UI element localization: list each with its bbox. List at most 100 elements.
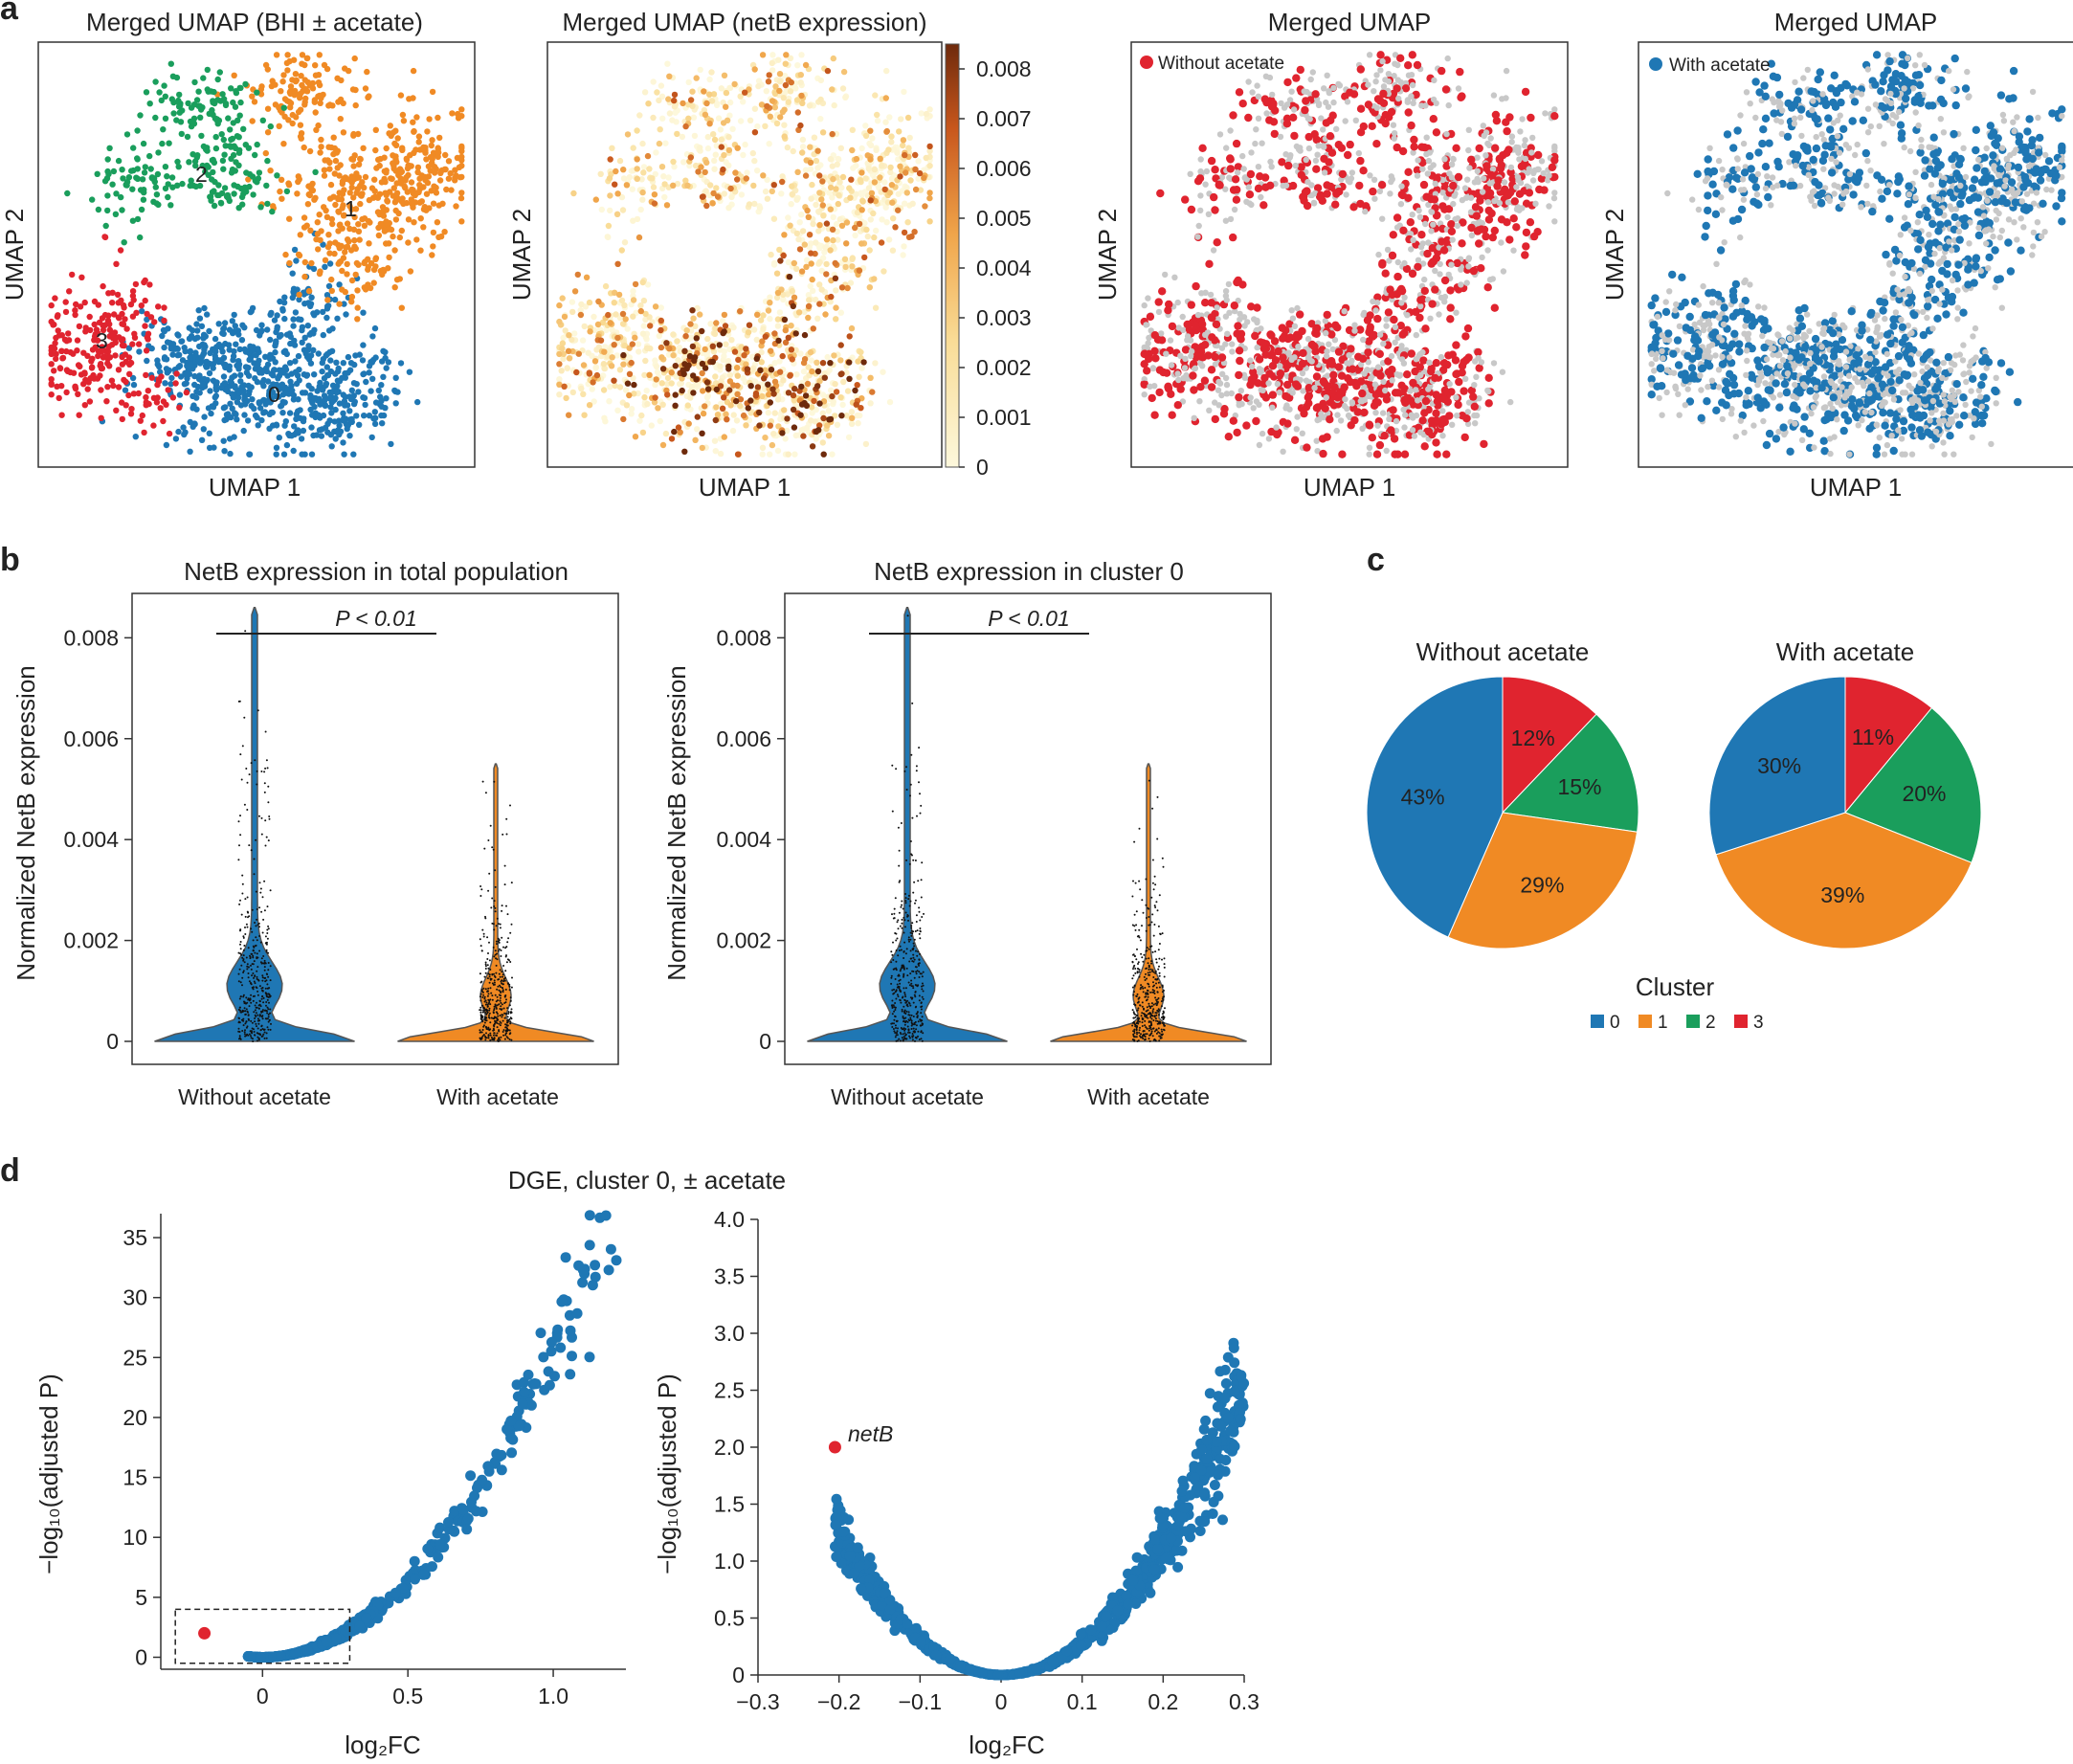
cell-point: [50, 322, 56, 328]
cell-point: [1361, 396, 1369, 404]
cell-point: [241, 394, 248, 401]
cell-point: [613, 167, 619, 175]
cell-point: [753, 336, 760, 344]
cell-point: [587, 328, 593, 335]
cell-point: [810, 287, 816, 295]
cell-point: [283, 441, 291, 449]
cell-point: [810, 220, 816, 228]
cell-point: [396, 234, 403, 241]
cell-point: [802, 172, 810, 179]
cell-point: [351, 361, 358, 368]
cell-point: [141, 169, 148, 176]
cell-point: [881, 179, 888, 186]
cell-point: [607, 156, 613, 163]
cell-point: [1490, 360, 1498, 367]
cell-point: [849, 255, 856, 261]
cell-point: [295, 396, 301, 403]
cell-point: [699, 193, 706, 200]
cell-point: [611, 300, 617, 306]
cell-point: [762, 435, 769, 441]
cell-point: [1467, 155, 1476, 164]
cell-point: [280, 141, 287, 147]
cell-point: [867, 142, 875, 148]
cell-point: [167, 60, 174, 67]
cell-point: [1372, 410, 1379, 416]
cell-point: [404, 165, 412, 172]
cell-point: [106, 354, 114, 361]
cell-point: [1371, 195, 1378, 202]
cell-point: [1472, 420, 1479, 427]
cell-point: [646, 166, 653, 172]
cell-point: [106, 363, 113, 369]
cell-point: [119, 342, 126, 348]
cell-point: [51, 368, 57, 374]
cell-point: [830, 213, 836, 221]
cell-point: [371, 409, 378, 415]
cell-point: [1360, 408, 1369, 417]
cell-point: [221, 448, 228, 455]
cell-point: [222, 143, 229, 149]
cell-point: [1400, 328, 1409, 337]
cell-point: [180, 424, 187, 431]
cell-point: [397, 360, 405, 367]
cell-point: [581, 323, 588, 330]
cell-point: [592, 365, 599, 371]
cell-point: [1302, 403, 1311, 412]
cell-point: [829, 226, 836, 233]
cell-point: [1295, 344, 1302, 350]
cell-point: [871, 276, 878, 282]
cell-point: [314, 231, 322, 237]
cell-point: [323, 350, 331, 358]
cell-point: [1503, 148, 1511, 157]
cell-point: [326, 260, 334, 267]
cell-point: [58, 332, 65, 339]
cell-point: [331, 296, 339, 303]
cell-point: [749, 149, 756, 157]
cell-point: [789, 356, 795, 363]
cell-point: [774, 396, 782, 403]
cell-point: [361, 259, 368, 267]
cell-point: [689, 88, 696, 95]
cell-point: [629, 186, 635, 192]
cell-point: [1418, 416, 1427, 425]
cell-point: [1407, 388, 1414, 394]
cell-point: [310, 265, 318, 273]
cell-point: [417, 215, 424, 222]
cell-point: [374, 209, 382, 215]
cell-point: [321, 172, 328, 179]
cell-point: [848, 420, 856, 428]
cell-point: [694, 426, 701, 433]
cell-point: [819, 439, 826, 446]
cell-point: [1324, 347, 1330, 355]
cell-point: [713, 404, 720, 411]
cell-point: [301, 273, 308, 280]
cell-point: [569, 389, 576, 396]
cell-point: [420, 184, 427, 190]
cell-point: [1393, 213, 1402, 222]
cell-point: [295, 173, 301, 180]
cell-point: [347, 247, 355, 254]
cell-point: [642, 357, 649, 365]
cell-point: [864, 233, 871, 240]
cell-point: [266, 355, 274, 362]
cell-point: [264, 157, 271, 165]
cell-point: [1381, 269, 1390, 278]
cell-point: [1388, 178, 1394, 186]
cell-point: [721, 434, 727, 440]
cell-point: [577, 311, 585, 319]
cell-point: [1440, 417, 1450, 427]
cell-point: [719, 405, 726, 412]
cell-point: [733, 397, 740, 405]
cell-point: [160, 398, 167, 405]
cell-point: [167, 346, 174, 352]
cell-point: [762, 333, 769, 340]
cell-point: [216, 69, 223, 76]
cell-point: [863, 226, 870, 234]
cell-point: [410, 67, 417, 75]
cell-point: [379, 204, 387, 211]
cell-point: [242, 80, 249, 88]
cell-point: [162, 93, 168, 100]
cell-point: [1413, 387, 1419, 393]
cell-point: [573, 368, 580, 376]
cell-point: [1529, 232, 1539, 241]
